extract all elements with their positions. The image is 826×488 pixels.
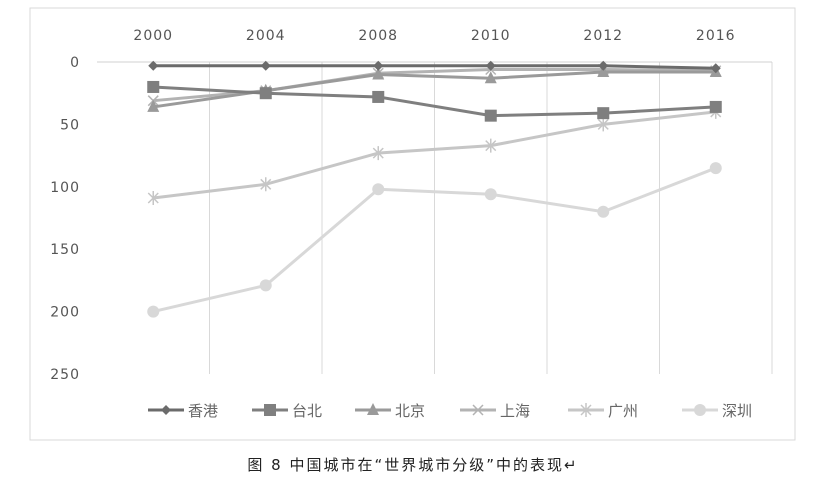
legend-label: 上海 — [500, 402, 530, 420]
marker-circle — [597, 205, 610, 218]
x-tick-label: 2008 — [358, 28, 398, 44]
series-line — [152, 166, 717, 314]
series-台北 — [147, 80, 722, 122]
marker-square — [264, 404, 276, 416]
legend-item: 广州 — [568, 402, 638, 420]
legend-item: 香港 — [148, 402, 218, 420]
marker-star — [485, 138, 497, 153]
series-line — [153, 64, 716, 70]
series-line — [153, 110, 716, 200]
y-tick-label: 0 — [70, 55, 80, 71]
y-tick-label: 100 — [50, 180, 80, 196]
marker-star — [372, 146, 384, 161]
legend-item: 北京 — [355, 402, 425, 420]
marker-square — [484, 109, 497, 122]
legend-label: 香港 — [188, 402, 218, 420]
marker-diamond — [161, 405, 171, 415]
marker-triangle — [372, 67, 385, 80]
marker-star — [260, 177, 272, 192]
x-tick-label: 2000 — [133, 28, 173, 44]
marker-triangle — [597, 64, 610, 77]
marker-star — [147, 191, 159, 206]
legend-label: 深圳 — [722, 402, 752, 420]
marker-diamond — [485, 60, 496, 71]
chart-border — [29, 7, 796, 441]
marker-circle — [709, 162, 722, 175]
marker-diamond — [710, 63, 721, 74]
y-tick-label: 50 — [60, 117, 80, 133]
x-tick-label: 2010 — [471, 28, 511, 44]
marker-diamond — [148, 60, 159, 71]
series-香港 — [148, 60, 721, 74]
legend-item: 上海 — [460, 402, 530, 420]
marker-square — [709, 100, 722, 113]
marker-circle — [147, 305, 160, 318]
marker-triangle — [367, 403, 379, 415]
marker-diamond — [260, 60, 271, 71]
legend-item: 深圳 — [682, 402, 752, 420]
marker-star — [580, 403, 592, 417]
y-tick-label: 200 — [50, 305, 80, 321]
marker-circle — [694, 404, 706, 416]
legend-item: 台北 — [252, 402, 322, 420]
marker-circle — [372, 183, 385, 196]
series-深圳 — [147, 162, 722, 318]
marker-square — [372, 90, 385, 103]
marker-diamond — [373, 60, 384, 71]
x-tick-label: 2004 — [246, 28, 286, 44]
series-line — [153, 85, 716, 118]
legend-label: 广州 — [608, 402, 638, 420]
marker-diamond — [598, 60, 609, 71]
marker-triangle — [484, 71, 497, 84]
x-tick-label: 2016 — [696, 28, 736, 44]
marker-x — [472, 404, 484, 416]
marker-square — [147, 80, 160, 93]
marker-square — [597, 107, 610, 120]
legend-label: 北京 — [395, 402, 425, 420]
figure-caption: 图 8 中国城市在“世界城市分级”中的表现↵ — [247, 456, 579, 474]
marker-triangle — [147, 99, 160, 112]
y-tick-label: 250 — [50, 367, 80, 383]
marker-circle — [484, 188, 497, 201]
legend-label: 台北 — [292, 402, 322, 420]
y-tick-label: 150 — [50, 242, 80, 258]
marker-circle — [259, 279, 272, 292]
x-tick-label: 2012 — [583, 28, 623, 44]
marker-star — [597, 117, 609, 132]
marker-square — [259, 87, 272, 100]
